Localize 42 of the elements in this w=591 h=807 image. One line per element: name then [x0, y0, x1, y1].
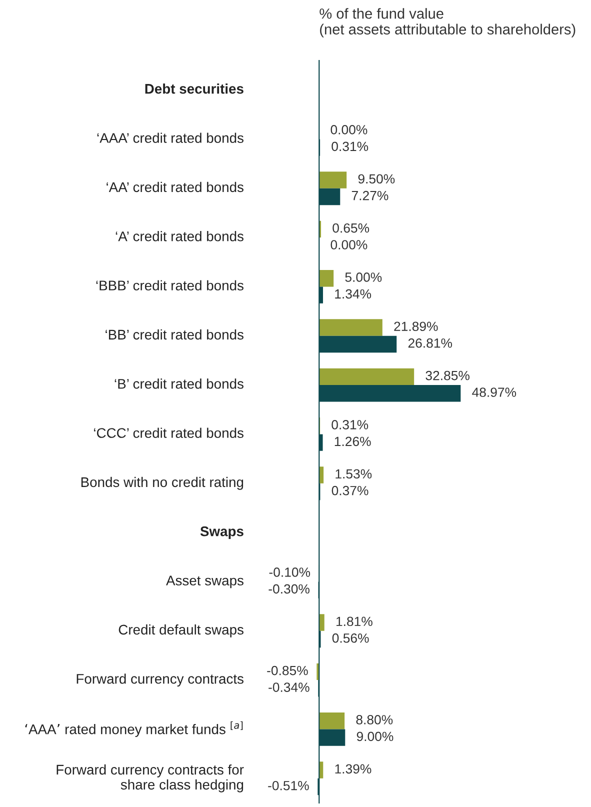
- data-label: 0.56%: [332, 633, 369, 643]
- data-label: 0.65%: [332, 223, 370, 233]
- data-label: 26.81%: [408, 338, 452, 348]
- data-label: 0.31%: [332, 142, 368, 152]
- data-label: 1.39%: [335, 764, 372, 774]
- data-label: 1.81%: [336, 616, 372, 626]
- data-label: 21.89%: [394, 322, 438, 332]
- y-tick-label: ‘AA’ credit rated bonds: [106, 182, 244, 192]
- data-label: -0.34%: [268, 682, 310, 692]
- y-tick-label: Forward currency contracts: [76, 674, 244, 687]
- y-tick-label: ‘AAA’ credit rated bonds: [97, 132, 244, 143]
- y-tick-label: Debt securities: [145, 84, 244, 94]
- data-label: 1.53%: [336, 469, 372, 479]
- y-tick-label: ‘BBB’ credit rated bonds: [96, 280, 244, 290]
- data-label: 7.27%: [352, 190, 388, 200]
- y-tick-label: ‘BB’ credit rated bonds: [106, 329, 244, 340]
- data-label: 8.80%: [356, 715, 393, 724]
- data-label: 48.97%: [472, 388, 516, 397]
- y-tick-label: Swaps: [200, 526, 244, 540]
- data-label: 0.00%: [330, 125, 368, 134]
- data-label: -0.51%: [268, 780, 309, 790]
- chart-title: % of the fund value (net assets attributable to shareholders): [320, 8, 576, 38]
- data-label: -0.85%: [267, 666, 308, 676]
- data-label: 9.50%: [358, 174, 395, 184]
- y-tick-label: ‘AAA’ rated money market funds $^{[a]}$: [25, 721, 243, 737]
- y-tick-label: Asset swaps: [166, 576, 244, 588]
- data-label: 32.85%: [426, 370, 470, 380]
- data-label: -0.10%: [269, 568, 310, 577]
- data-label: 0.37%: [332, 486, 368, 496]
- y-tick-label: Forward currency contracts for share class hedging: [56, 764, 244, 792]
- y-tick-label: ‘B’ credit rated bonds: [114, 378, 244, 389]
- data-label: 5.00%: [345, 272, 382, 282]
- y-tick-label: ‘A’ credit rated bonds: [116, 231, 244, 242]
- y-tick-label: Credit default swaps: [118, 624, 244, 638]
- data-label: 1.34%: [335, 289, 372, 299]
- data-label: 0.00%: [330, 240, 368, 250]
- data-label: 0.31%: [332, 420, 368, 430]
- data-label: 9.00%: [356, 732, 394, 742]
- data-label: -0.30%: [268, 584, 310, 594]
- data-label: 1.26%: [334, 436, 371, 446]
- y-tick-label: ‘CCC’ credit rated bonds: [94, 428, 244, 438]
- y-tick-label: Bonds with no credit rating: [81, 476, 244, 490]
